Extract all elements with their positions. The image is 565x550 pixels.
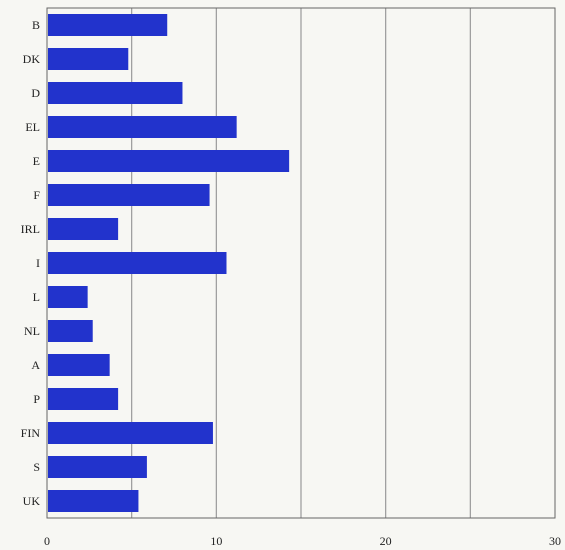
category-label-irl: IRL bbox=[21, 222, 40, 236]
bar-f bbox=[48, 184, 210, 206]
bar-p bbox=[48, 388, 119, 410]
bar-el bbox=[48, 116, 237, 138]
category-label-s: S bbox=[33, 460, 40, 474]
category-label-b: B bbox=[32, 18, 40, 32]
category-label-f: F bbox=[33, 188, 40, 202]
bar-b bbox=[48, 14, 168, 36]
category-label-dk: DK bbox=[23, 52, 41, 66]
category-label-p: P bbox=[33, 392, 40, 406]
bar-a bbox=[48, 354, 110, 376]
x-tick-label: 10 bbox=[210, 534, 222, 548]
category-label-el: EL bbox=[25, 120, 40, 134]
x-tick-labels: 0 10 20 30 bbox=[44, 534, 561, 548]
bar-d bbox=[48, 82, 183, 104]
category-label-uk: UK bbox=[23, 494, 41, 508]
bar-dk bbox=[48, 48, 129, 70]
x-tick-label: 20 bbox=[380, 534, 392, 548]
bar-fin bbox=[48, 422, 213, 444]
plot-frame bbox=[46, 7, 556, 519]
category-label-d: D bbox=[31, 86, 40, 100]
category-label-fin: FIN bbox=[21, 426, 41, 440]
bar-s bbox=[48, 456, 147, 478]
bar-i bbox=[48, 252, 227, 274]
category-label-i: I bbox=[36, 256, 40, 270]
category-labels: B DK D EL E F IRL I L NL A P FIN S UK bbox=[21, 18, 41, 508]
bar-nl bbox=[48, 320, 93, 342]
bar-uk bbox=[48, 490, 139, 512]
x-tick-label: 30 bbox=[549, 534, 561, 548]
category-label-l: L bbox=[33, 290, 40, 304]
bar-e bbox=[48, 150, 290, 172]
category-label-e: E bbox=[33, 154, 40, 168]
bar-irl bbox=[48, 218, 119, 240]
bar-l bbox=[48, 286, 88, 308]
bars-group bbox=[48, 14, 290, 512]
x-tick-label: 0 bbox=[44, 534, 50, 548]
category-label-a: A bbox=[31, 358, 40, 372]
category-label-nl: NL bbox=[24, 324, 40, 338]
